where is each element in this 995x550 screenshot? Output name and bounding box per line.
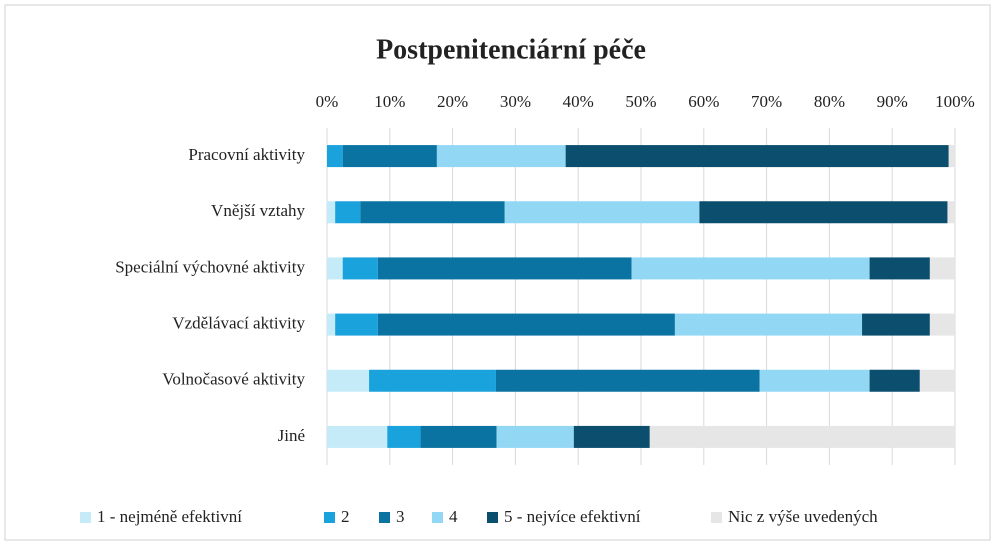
legend-swatch xyxy=(487,512,498,523)
bar-segment xyxy=(631,257,870,280)
bar-segment xyxy=(573,425,650,448)
legend-label: 2 xyxy=(341,507,350,526)
y-tick-label: Speciální výchovné aktivity xyxy=(115,257,305,276)
bar-segment xyxy=(674,313,863,336)
x-tick-label: 100% xyxy=(935,92,975,111)
legend-swatch xyxy=(80,512,91,523)
bar-segment xyxy=(929,313,955,336)
bar-segment xyxy=(869,257,930,280)
x-tick-label: 20% xyxy=(437,92,468,111)
bar-segment xyxy=(565,145,949,168)
legend-label: 4 xyxy=(449,507,458,526)
y-tick-label: Vzdělávací aktivity xyxy=(172,313,305,332)
bar-segment xyxy=(335,313,378,336)
bar-segment xyxy=(496,425,574,448)
x-tick-label: 80% xyxy=(814,92,845,111)
bar-segment xyxy=(327,257,343,280)
bar-segment xyxy=(504,201,700,224)
legend-label: Nic z výše uvedených xyxy=(728,507,878,526)
legend-label: 5 - nejvíce efektivní xyxy=(504,507,641,526)
bar-segment xyxy=(948,145,955,168)
x-tick-label: 30% xyxy=(500,92,531,111)
bar-segment xyxy=(377,257,632,280)
legend-swatch xyxy=(379,512,390,523)
chart-title: Postpenitenciární péče xyxy=(376,34,646,65)
bar-segment xyxy=(327,201,336,224)
y-tick-label: Vnější vztahy xyxy=(211,201,305,220)
y-tick-label: Jiné xyxy=(278,426,305,445)
bar-segment xyxy=(360,201,505,224)
legend-swatch xyxy=(432,512,443,523)
x-tick-label: 0% xyxy=(316,92,339,111)
bar-segment xyxy=(387,425,421,448)
bar-segment xyxy=(699,201,948,224)
x-tick-label: 60% xyxy=(688,92,719,111)
y-tick-label: Volnočasové aktivity xyxy=(162,370,305,389)
x-tick-label: 90% xyxy=(877,92,908,111)
bar-segment xyxy=(759,369,870,392)
bar-segment xyxy=(862,313,930,336)
bar-segment xyxy=(369,369,496,392)
bar-segment xyxy=(919,369,955,392)
bar-segment xyxy=(869,369,920,392)
bar-segment xyxy=(327,145,343,168)
bar-segment xyxy=(649,425,955,448)
bar-segment xyxy=(929,257,955,280)
bar-segment xyxy=(495,369,760,392)
bar-segment xyxy=(947,201,955,224)
x-tick-label: 50% xyxy=(625,92,656,111)
bar-segment xyxy=(342,145,437,168)
bar-segment xyxy=(327,425,388,448)
bar-segment xyxy=(342,257,378,280)
legend-label: 3 xyxy=(396,507,405,526)
y-tick-label: Pracovní aktivity xyxy=(188,145,305,164)
x-tick-label: 10% xyxy=(374,92,405,111)
bar-segment xyxy=(420,425,497,448)
bar-segment xyxy=(377,313,675,336)
bar-segment xyxy=(327,369,370,392)
bar-segment xyxy=(436,145,566,168)
legend-swatch xyxy=(711,512,722,523)
x-tick-label: 40% xyxy=(563,92,594,111)
bar-segment xyxy=(327,313,336,336)
x-tick-label: 70% xyxy=(751,92,782,111)
legend-label: 1 - nejméně efektivní xyxy=(97,507,242,526)
bar-segment xyxy=(335,201,361,224)
legend-swatch xyxy=(324,512,335,523)
